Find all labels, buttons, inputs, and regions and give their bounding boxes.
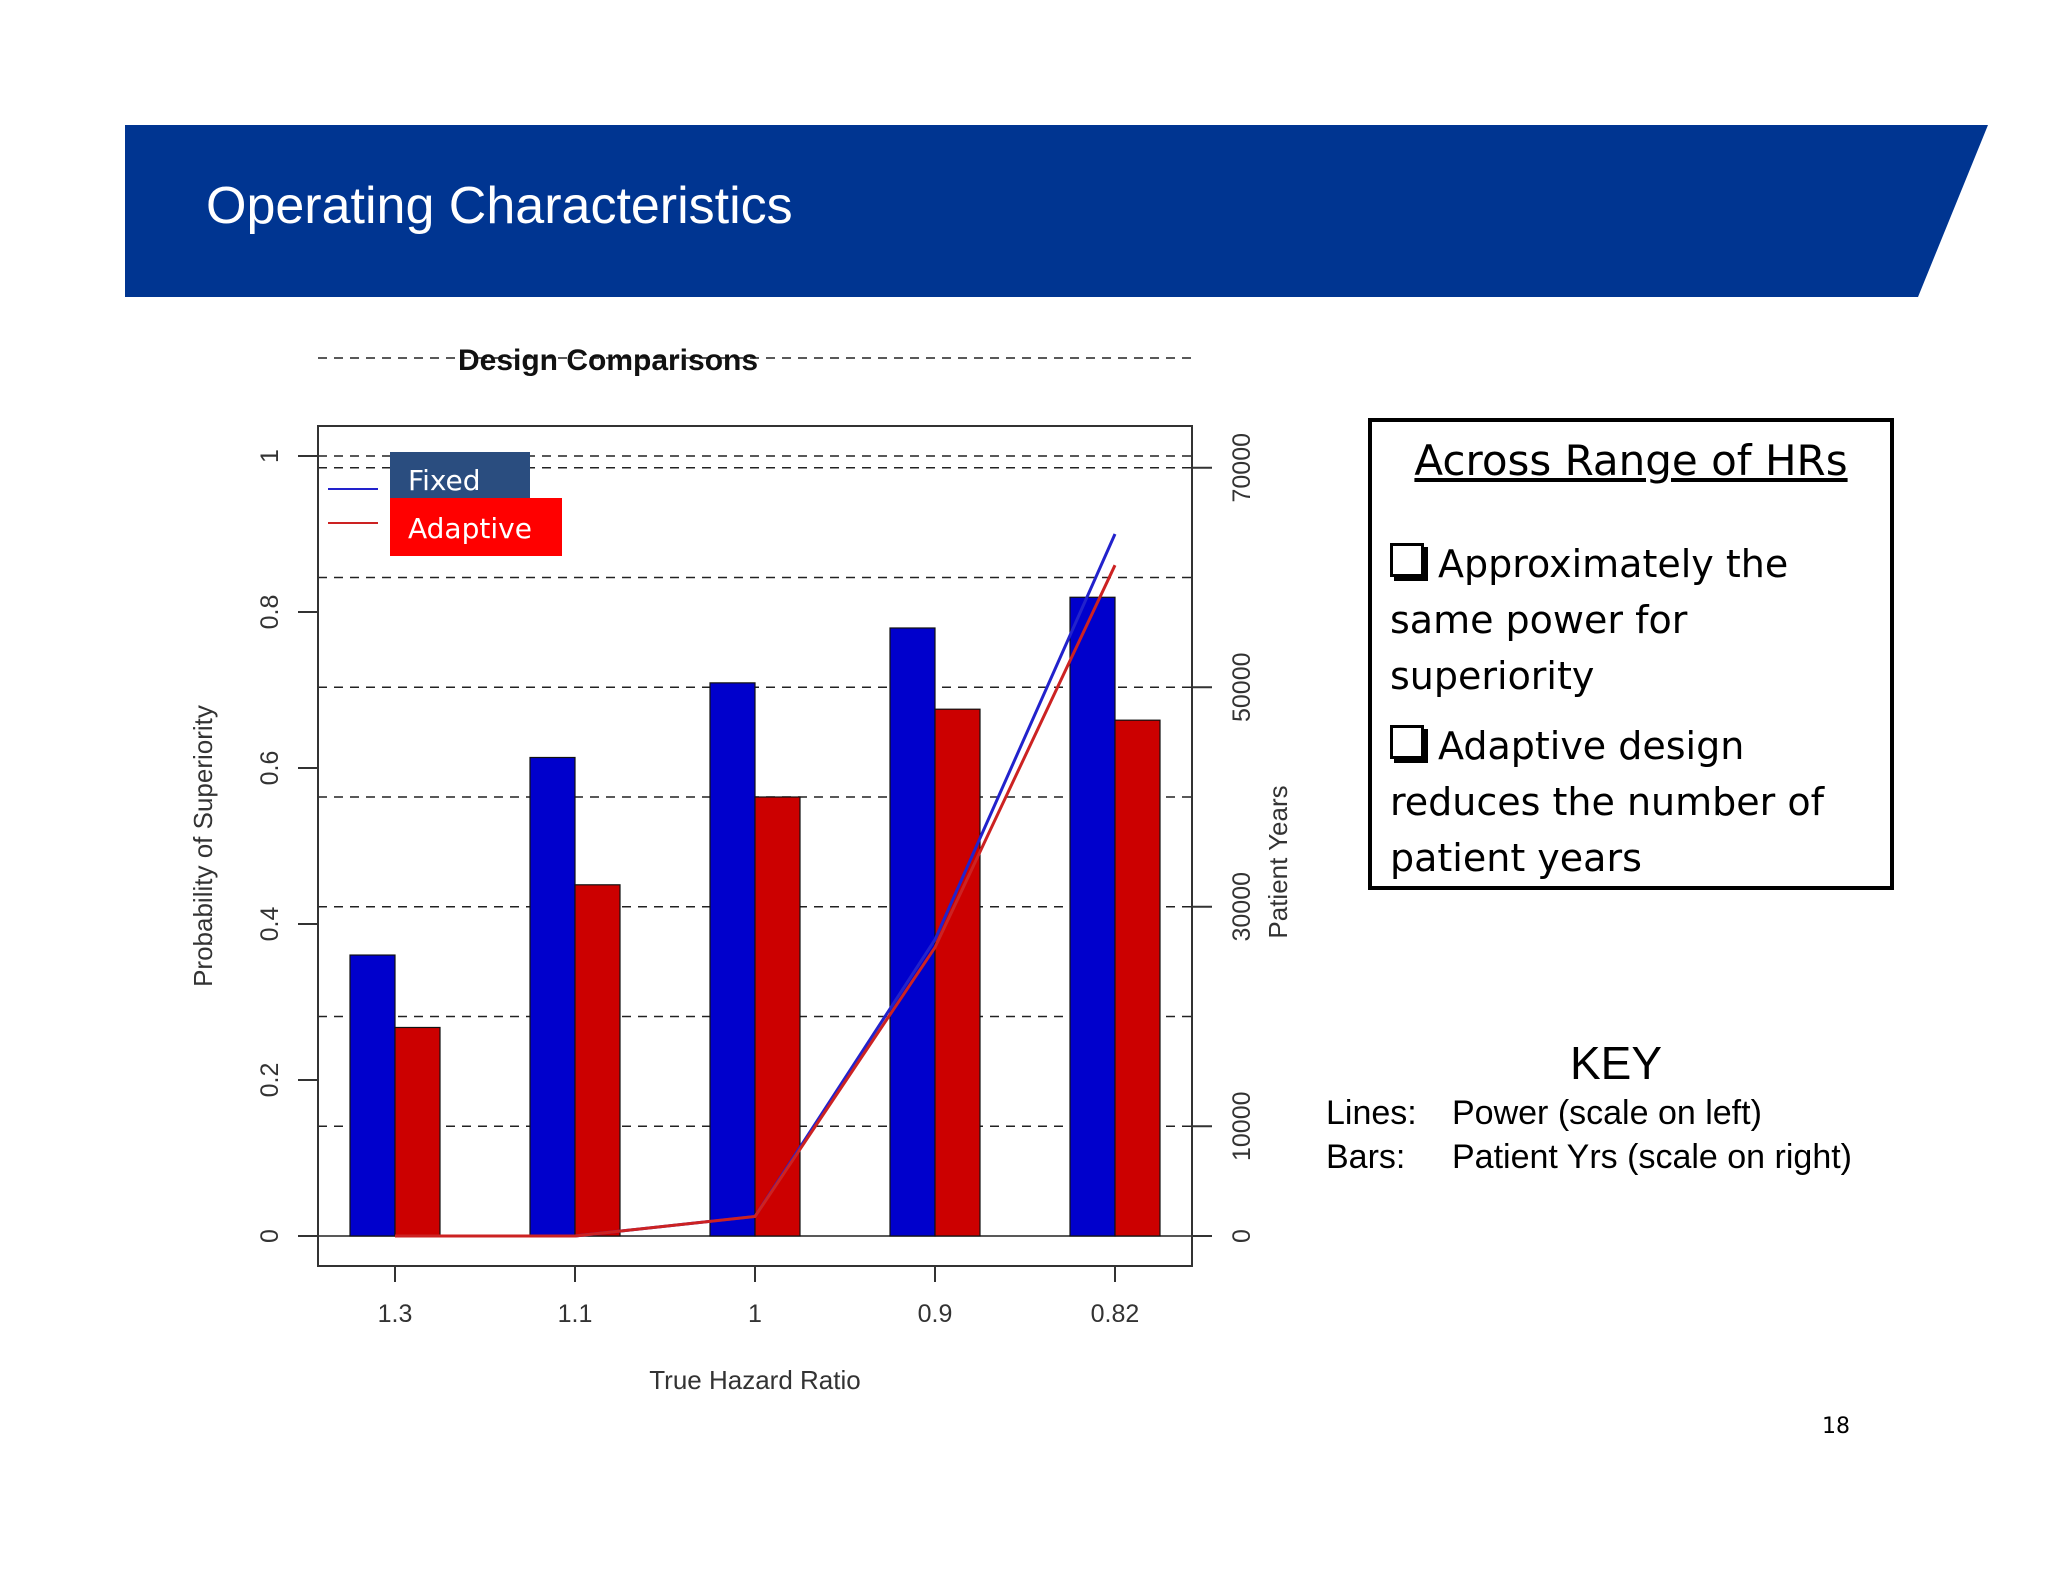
- title-banner: [125, 125, 1988, 297]
- legend-box-fixed: [390, 452, 530, 502]
- checkbox-icon: [1390, 725, 1424, 759]
- right-axis-tick-label: 70000: [1228, 433, 1256, 503]
- summary-bullet: Approximately the same power for superio…: [1390, 536, 1878, 704]
- left-y-axis-label: Probability of Superiority: [188, 705, 218, 987]
- page-number: 18: [1822, 1414, 1850, 1439]
- left-axis-tick-label: 0.2: [256, 1063, 284, 1098]
- key-bars-label: Bars:: [1326, 1138, 1406, 1176]
- chart-title: Design Comparisons: [458, 344, 758, 377]
- adaptive-bar: [754, 796, 801, 1237]
- adaptive-bar: [394, 1026, 441, 1237]
- left-axis-tick-label: 0.4: [256, 907, 284, 942]
- adaptive-power-line: [395, 564, 1117, 1238]
- right-axis-tick-label: 0: [1228, 1229, 1256, 1243]
- bars: [349, 596, 1161, 1237]
- left-axis-tick-label: 0: [256, 1229, 284, 1243]
- fixed-bar: [529, 756, 576, 1237]
- key-title: KEY: [1570, 1037, 1663, 1089]
- fixed-bar: [709, 682, 756, 1237]
- bullet-text: Adaptive design reduces the number of pa…: [1390, 724, 1824, 880]
- key-lines-text: Power (scale on left): [1452, 1094, 1762, 1132]
- right-axis-tick-label: 10000: [1228, 1091, 1256, 1161]
- checkbox-icon: [1390, 543, 1424, 577]
- summary-heading: Across Range of HRs: [1414, 436, 1848, 485]
- summary-box: Across Range of HRs Approximately the sa…: [1368, 418, 1894, 890]
- x-axis-tick-label: 1.3: [378, 1300, 413, 1328]
- bullet-text: Approximately the same power for superio…: [1390, 542, 1789, 698]
- x-axis-tick-label: 1: [748, 1300, 762, 1328]
- fixed-bar: [1069, 596, 1116, 1237]
- left-axis-tick-label: 0.8: [256, 595, 284, 630]
- slide-title: Operating Characteristics: [206, 177, 793, 235]
- legend-label-adaptive: Adaptive: [408, 512, 532, 545]
- fixed-bar: [889, 627, 936, 1237]
- summary-bullet: Adaptive design reduces the number of pa…: [1390, 718, 1878, 886]
- key-bars-text: Patient Yrs (scale on right): [1452, 1138, 1852, 1176]
- x-axis-label: True Hazard Ratio: [649, 1365, 860, 1395]
- left-axis-tick-label: 0.6: [256, 751, 284, 786]
- adaptive-bar: [1114, 719, 1161, 1237]
- adaptive-bar: [934, 708, 981, 1237]
- legend-label-fixed: Fixed: [408, 464, 481, 497]
- x-axis-tick-label: 0.82: [1091, 1300, 1140, 1328]
- legend-box-adaptive: [390, 498, 562, 556]
- x-axis-tick-label: 0.9: [918, 1300, 953, 1328]
- key-lines-label: Lines:: [1326, 1094, 1417, 1132]
- power-lines: [395, 533, 1117, 1238]
- legend: Fixed Adaptive: [328, 452, 562, 556]
- adaptive-bar: [574, 884, 621, 1237]
- left-axis-tick-label: 1: [256, 449, 284, 463]
- right-axis-tick-label: 30000: [1228, 872, 1256, 942]
- axes: 0 0.2 0.4 0.6 0.8 1 0 10000 30000 50000 70000 1.3 1.…: [256, 433, 1256, 1328]
- right-y-axis-label: Patient Years: [1263, 785, 1293, 938]
- fixed-bar: [349, 954, 396, 1237]
- right-axis-tick-label: 50000: [1228, 652, 1256, 722]
- x-axis-tick-label: 1.1: [558, 1300, 593, 1328]
